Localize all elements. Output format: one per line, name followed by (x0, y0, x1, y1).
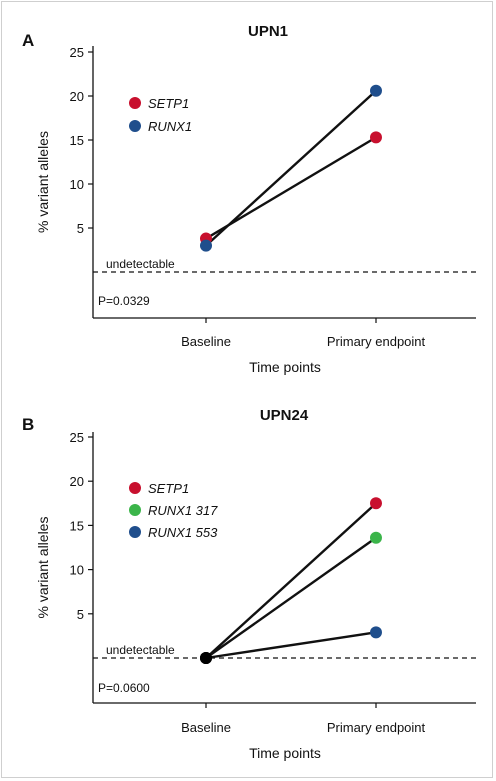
panel-a-legend-label: RUNX1 (148, 119, 192, 134)
panel-b-p-value: P=0.0600 (98, 681, 150, 695)
panel-b-y-axis-label: % variant alleles (35, 517, 51, 619)
panel-a-data-point (370, 131, 382, 144)
panel-a-series-line (205, 136, 377, 240)
panel-a-p-value: P=0.0329 (98, 294, 150, 308)
panel-a-y-axis-label: % variant alleles (35, 131, 51, 233)
panel-a-y-tick-label: 5 (77, 221, 84, 236)
panel-a-y-tick-label: 20 (70, 89, 84, 104)
panel-a-legend-marker (129, 120, 141, 132)
panel-b-y-tick-label: 25 (70, 430, 84, 445)
panel-a-letter: A (22, 31, 34, 50)
panel-a-series-line (205, 89, 377, 247)
panel-b-data-point (370, 626, 382, 639)
panel-b-data-point (370, 497, 382, 510)
panel-b-legend-label: SETP1 (148, 481, 189, 496)
panel-a-data-point (200, 239, 212, 252)
panel-b-data-point (200, 652, 212, 664)
panel-a-y-tick-label: 10 (70, 177, 84, 192)
panel-a-x-tick-label: Primary endpoint (327, 334, 426, 349)
panel-b-undetectable-label: undetectable (106, 643, 175, 657)
panel-a-legend-label: SETP1 (148, 96, 189, 111)
panel-a-title: UPN1 (248, 23, 288, 40)
panel-b-y-tick-label: 10 (70, 563, 84, 578)
panel-b-legend-label: RUNX1 317 (148, 503, 218, 518)
panel-a-x-tick-label: Baseline (181, 334, 231, 349)
panel-b-letter: B (22, 415, 34, 434)
panel-b-series-line (205, 631, 377, 660)
panel-a-y-tick-label: 25 (70, 45, 84, 60)
panel-b-y-tick-label: 5 (77, 607, 84, 622)
panel-b-x-tick-label: Primary endpoint (327, 720, 426, 735)
panel-b-legend-label: RUNX1 553 (148, 525, 218, 540)
panel-a-legend-marker (129, 97, 141, 109)
panel-b-x-axis-label: Time points (249, 745, 321, 761)
panel-b-legend-marker (129, 504, 141, 516)
panel-a-undetectable-label: undetectable (106, 257, 175, 271)
panel-b-data-point (370, 531, 382, 544)
panel-b-y-tick-label: 20 (70, 474, 84, 489)
panel-a-y-tick-label: 15 (70, 133, 84, 148)
panel-b-title: UPN24 (260, 407, 309, 424)
panel-b-series-line (205, 536, 377, 659)
panel-a-x-axis-label: Time points (249, 359, 321, 375)
panel-b-x-tick-label: Baseline (181, 720, 231, 735)
panel-b-legend-marker (129, 482, 141, 494)
panel-a-data-point (370, 84, 382, 97)
panel-b-legend-marker (129, 526, 141, 538)
panel-b-y-tick-label: 15 (70, 518, 84, 533)
panel-b-series-line (205, 502, 377, 659)
